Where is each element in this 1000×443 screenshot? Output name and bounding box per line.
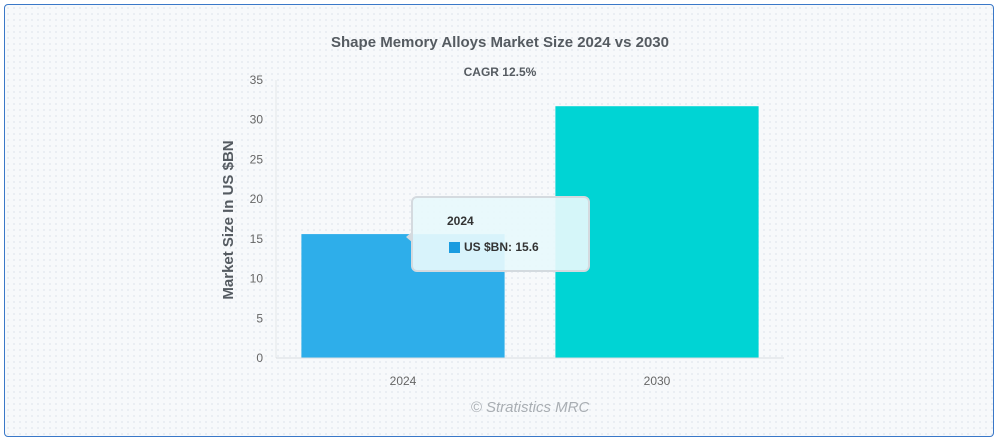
x-axis-ticks: 2024 2030 <box>390 374 671 388</box>
tooltip-series-swatch <box>449 241 460 253</box>
tooltip-title: 2024 <box>447 214 474 228</box>
y-tick-label: 15 <box>250 232 264 246</box>
y-tick-label: 0 <box>256 351 263 365</box>
y-tick-label: 30 <box>250 113 264 127</box>
x-tick-label: 2024 <box>390 374 417 388</box>
tooltip-row: US $BN: 15.6 <box>449 240 539 254</box>
chart-title: Shape Memory Alloys Market Size 2024 vs … <box>331 34 669 51</box>
y-tick-label: 20 <box>250 192 264 206</box>
y-tick-label: 10 <box>250 272 264 286</box>
bar-tooltip: 2024 US $BN: 15.6 <box>406 196 590 272</box>
y-tick-label: 25 <box>250 152 264 166</box>
y-tick-label: 5 <box>256 311 263 325</box>
y-axis-ticks: 0 5 10 15 20 25 30 35 <box>250 73 264 365</box>
tooltip-pointer <box>406 231 413 243</box>
y-tick-label: 35 <box>250 73 264 87</box>
watermark: © Stratistics MRC <box>471 399 590 416</box>
y-axis-label: Market Size In US $BN <box>220 140 237 299</box>
chart-subtitle: CAGR 12.5% <box>464 65 537 79</box>
x-tick-label: 2030 <box>644 374 671 388</box>
tooltip-value: US $BN: 15.6 <box>464 240 539 254</box>
